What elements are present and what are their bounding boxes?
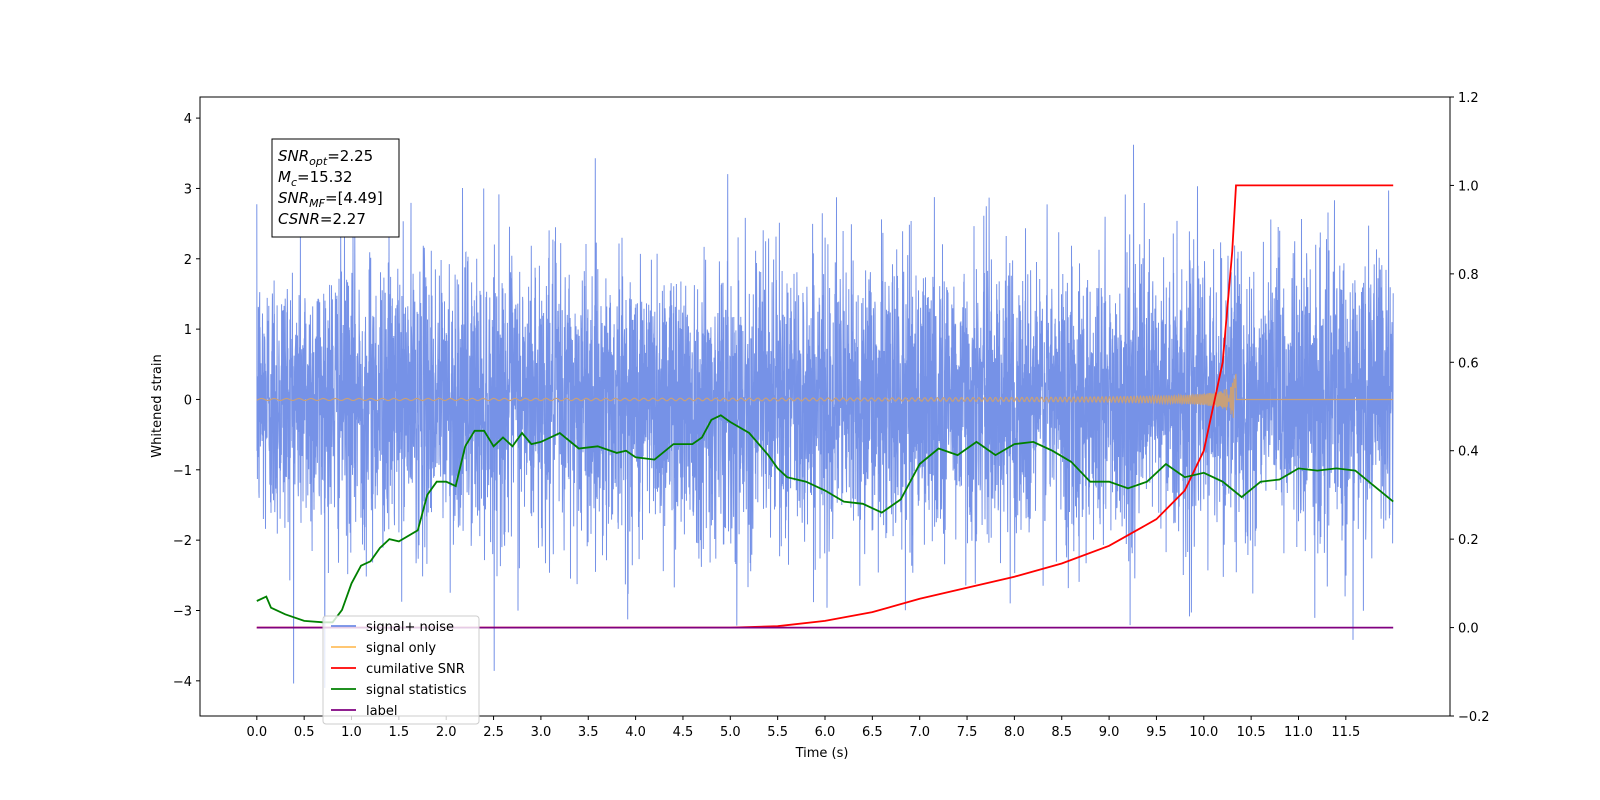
x-tick-label-20: 10.0 — [1189, 725, 1218, 740]
annotation-line-1: Mc=15.32 — [278, 168, 353, 189]
x-tick-label-4: 2.0 — [436, 725, 457, 740]
x-tick-label-9: 4.5 — [673, 725, 694, 740]
legend-item-3: signal statistics — [331, 683, 467, 698]
x-tick-label-14: 7.0 — [909, 725, 930, 740]
y-left-tick-label-8: −4 — [173, 675, 192, 690]
series-signal-only-line — [256, 373, 1394, 418]
x-tick-label-7: 3.5 — [578, 725, 599, 740]
legend-item-2: cumilative SNR — [331, 662, 465, 677]
y-right-tick-label-6: 0.0 — [1458, 622, 1479, 637]
legend-label-0: signal+ noise — [366, 620, 454, 635]
annotation-line-3: CSNR=2.27 — [278, 210, 366, 228]
legend-item-0: signal+ noise — [331, 620, 454, 635]
x-tick-label-22: 11.0 — [1284, 725, 1313, 740]
x-tick-label-10: 5.0 — [720, 725, 741, 740]
series-cumilative-snr-line — [256, 184, 1394, 629]
x-tick-label-1: 0.5 — [294, 725, 315, 740]
x-axis-label: Time (s) — [795, 746, 849, 761]
annotation-line-0: SNRopt=2.25 — [278, 147, 373, 168]
x-tick-label-6: 3.0 — [531, 725, 552, 740]
x-tick-label-5: 2.5 — [483, 725, 504, 740]
y-right-tick-label-0: 1.2 — [1458, 91, 1479, 106]
x-axis: 0.0 0.5 1.0 1.5 2.0 2.5 3.0 3.5 4.0 4.5 5.0 5.5 6.0 6… — [246, 716, 1360, 740]
legend-label-4: label — [366, 704, 397, 719]
annotation-line-2: SNRMF=[4.49] — [278, 189, 383, 210]
y-left-tick-label-5: −1 — [173, 464, 192, 479]
y-left-tick-label-7: −3 — [173, 604, 192, 619]
legend-label-2: cumilative SNR — [366, 662, 465, 677]
x-tick-label-17: 8.5 — [1051, 725, 1072, 740]
x-tick-label-23: 11.5 — [1331, 725, 1360, 740]
y-left-tick-label-1: 3 — [184, 182, 192, 197]
x-tick-label-19: 9.5 — [1146, 725, 1167, 740]
y-right-tick-label-5: 0.2 — [1458, 533, 1479, 548]
legend-item-4: label — [331, 704, 397, 719]
x-tick-label-16: 8.0 — [1004, 725, 1025, 740]
y-left-tick-label-0: 4 — [184, 112, 192, 127]
legend: signal+ noise signal only cumilative SNR si… — [322, 615, 480, 725]
y-right-tick-label-2: 0.8 — [1458, 268, 1479, 283]
y-left-tick-label-3: 1 — [184, 323, 192, 338]
x-tick-label-12: 6.0 — [815, 725, 836, 740]
x-tick-label-18: 9.0 — [1099, 725, 1120, 740]
y-left-tick-label-6: −2 — [173, 534, 192, 549]
x-tick-label-15: 7.5 — [957, 725, 978, 740]
y-axis-left-label: Whitened strain — [150, 354, 165, 457]
series-signal-noise-line — [256, 144, 1394, 688]
y-right-tick-label-4: 0.4 — [1458, 445, 1479, 460]
y-axis-right: 1.2 1.0 0.8 0.6 0.4 0.2 0.0 −0.2 — [1450, 91, 1490, 725]
y-axis-left: 4 3 2 1 0 −1 −2 −3 −4 — [173, 112, 200, 690]
x-tick-label-8: 4.0 — [625, 725, 646, 740]
x-tick-label-3: 1.5 — [389, 725, 410, 740]
series-signal-statistics-line — [256, 414, 1394, 624]
y-left-tick-label-4: 0 — [184, 393, 192, 408]
y-right-tick-label-7: −0.2 — [1458, 710, 1490, 725]
x-tick-label-21: 10.5 — [1237, 725, 1266, 740]
legend-item-1: signal only — [331, 641, 436, 656]
x-tick-label-2: 1.0 — [341, 725, 362, 740]
plot-area: 0.0 0.5 1.0 1.5 2.0 2.5 3.0 3.5 4.0 4.5 5.0 5.5 6.0 6… — [150, 91, 1490, 761]
legend-label-1: signal only — [366, 641, 436, 656]
x-tick-label-0: 0.0 — [246, 725, 267, 740]
x-tick-label-11: 5.5 — [767, 725, 788, 740]
y-right-tick-label-3: 0.6 — [1458, 356, 1479, 371]
x-tick-label-13: 6.5 — [862, 725, 883, 740]
legend-label-3: signal statistics — [366, 683, 467, 698]
y-left-tick-label-2: 2 — [184, 253, 192, 268]
y-right-tick-label-1: 1.0 — [1458, 179, 1479, 194]
